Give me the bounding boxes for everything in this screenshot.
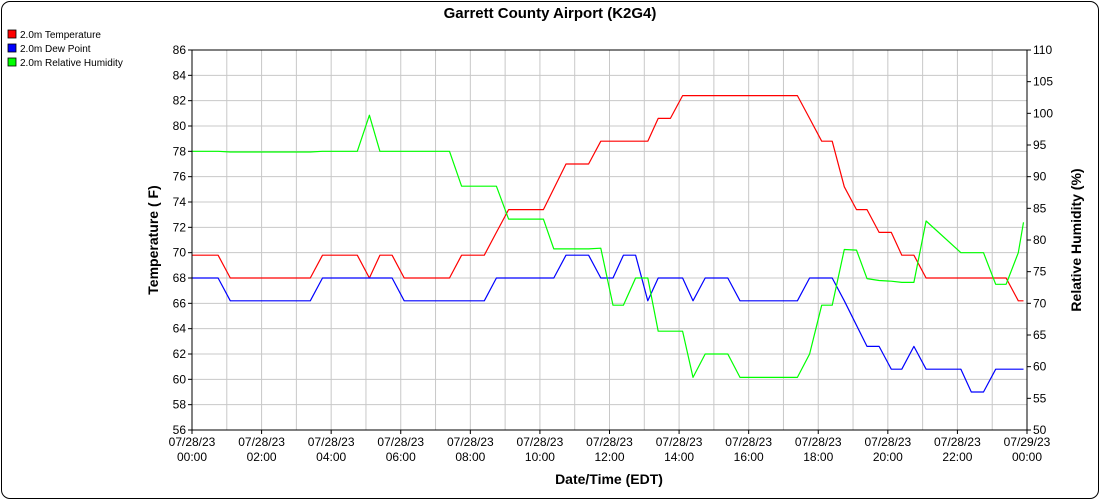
x-tick-time: 14:00: [664, 450, 694, 464]
x-tick-date: 07/28/23: [795, 435, 842, 449]
legend-swatch: [7, 57, 17, 67]
legend: 2.0m Temperature 2.0m Dew Point 2.0m Relat…: [7, 29, 123, 69]
y-tick-label: 72: [173, 220, 187, 234]
legend-label: 2.0m Dew Point: [20, 44, 91, 55]
y-tick-label: 78: [173, 144, 187, 158]
y2-axis-label: Relative Humidity (%): [1068, 168, 1084, 311]
x-tick-date: 07/28/23: [934, 435, 981, 449]
x-tick-time: 04:00: [316, 450, 346, 464]
y-tick-label: 80: [173, 119, 187, 133]
x-tick-date: 07/28/23: [725, 435, 772, 449]
y-axis-label: Temperature ( F): [145, 185, 161, 294]
y2-tick-label: 95: [1033, 138, 1047, 152]
x-tick-date: 07/28/23: [377, 435, 424, 449]
x-tick-time: 06:00: [386, 450, 416, 464]
x-tick-time: 08:00: [455, 450, 485, 464]
x-tick-time: 00:00: [177, 450, 207, 464]
x-tick-date: 07/28/23: [308, 435, 355, 449]
y2-tick-label: 90: [1033, 170, 1047, 184]
series-lines: [192, 94, 1025, 393]
y-tick-label: 58: [173, 398, 187, 412]
y2-tick-label: 85: [1033, 201, 1047, 215]
y2-tick-label: 60: [1033, 360, 1047, 374]
x-axis-label: Date/Time (EDT): [555, 471, 663, 487]
legend-swatch: [7, 29, 17, 39]
y-tick-label: 82: [173, 94, 187, 108]
y2-tick-label: 65: [1033, 328, 1047, 342]
y2-tick-label: 70: [1033, 296, 1047, 310]
y-tick-label: 70: [173, 246, 187, 260]
y2-tick-label: 105: [1033, 75, 1053, 89]
x-tick-date: 07/28/23: [169, 435, 216, 449]
x-tick-time: 00:00: [1012, 450, 1042, 464]
x-tick-date: 07/28/23: [447, 435, 494, 449]
y-tick-label: 56: [173, 423, 187, 437]
y2-tick-label: 80: [1033, 233, 1047, 247]
grid: [191, 49, 1028, 431]
y-tick-label: 68: [173, 271, 187, 285]
series-line-1: [192, 254, 1024, 393]
y-tick-label: 84: [173, 68, 187, 82]
x-tick-date: 07/28/23: [586, 435, 633, 449]
chart-title: Garrett County Airport (K2G4): [444, 5, 657, 22]
plot-border: [191, 49, 1028, 431]
x-tick-time: 10:00: [525, 450, 555, 464]
x-tick-time: 22:00: [942, 450, 972, 464]
y-tick-label: 60: [173, 372, 187, 386]
x-tick-time: 02:00: [247, 450, 277, 464]
y-tick-label: 66: [173, 296, 187, 310]
x-tick-date: 07/28/23: [864, 435, 911, 449]
x-tick-time: 16:00: [734, 450, 764, 464]
x-tick-date: 07/28/23: [656, 435, 703, 449]
y-tick-label: 76: [173, 170, 187, 184]
x-tick-date: 07/28/23: [517, 435, 564, 449]
legend-label: 2.0m Temperature: [20, 30, 101, 41]
axes: 56 58 60 62 64 66 68 70 72 74 76 78 80 82 84 86 50 55 60 65…: [169, 43, 1054, 464]
legend-label: 2.0m Relative Humidity: [20, 58, 123, 69]
y2-tick-label: 55: [1033, 391, 1047, 405]
y2-tick-label: 75: [1033, 265, 1047, 279]
series-line-2: [192, 114, 1025, 378]
x-tick-time: 20:00: [873, 450, 903, 464]
y2-tick-label: 50: [1033, 423, 1047, 437]
series-line-0: [192, 94, 1024, 302]
y2-tick-label: 110: [1033, 43, 1052, 57]
legend-swatch: [7, 43, 17, 53]
x-tick-date: 07/28/23: [238, 435, 285, 449]
y-tick-label: 74: [173, 195, 187, 209]
y2-tick-label: 100: [1033, 106, 1053, 120]
x-tick-time: 12:00: [594, 450, 624, 464]
y-tick-label: 86: [173, 43, 187, 57]
x-tick-date: 07/29/23: [1004, 435, 1051, 449]
x-tick-time: 18:00: [803, 450, 833, 464]
y-tick-label: 64: [173, 322, 187, 336]
y-tick-label: 62: [173, 347, 187, 361]
